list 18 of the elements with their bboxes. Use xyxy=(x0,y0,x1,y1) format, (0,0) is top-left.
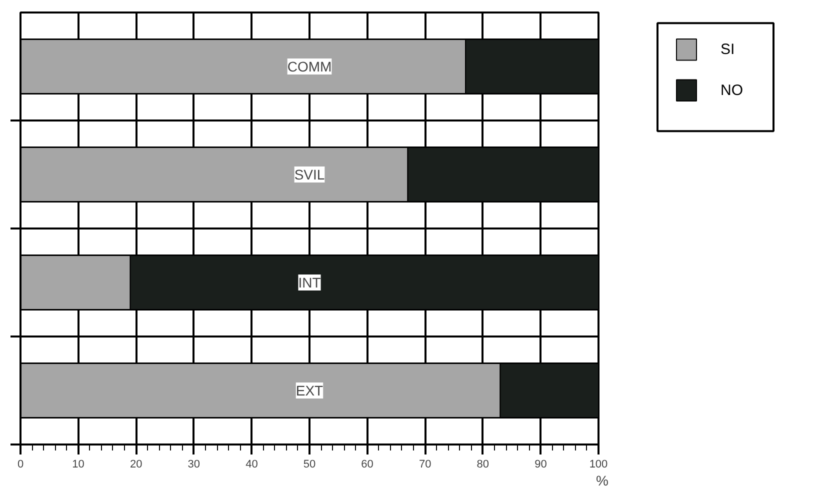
x-tick-label: 0 xyxy=(17,458,24,470)
legend-label: NO xyxy=(720,82,743,99)
x-tick-label: 30 xyxy=(188,458,200,470)
y-tick-label: EXT xyxy=(296,382,324,398)
y-tick-label: SVIL xyxy=(294,166,325,182)
x-tick-label: 50 xyxy=(303,458,316,470)
x-tick-label: 80 xyxy=(476,458,490,470)
x-tick-label: 90 xyxy=(534,458,547,470)
x-tick-label: 40 xyxy=(246,458,258,470)
x-tick-label: 20 xyxy=(130,458,142,470)
x-tick-label: 60 xyxy=(361,458,374,470)
x-tick-label: 10 xyxy=(72,458,84,470)
x-tick-label: 100 xyxy=(589,458,608,470)
y-tick-label: COMM xyxy=(287,58,332,74)
x-tick-label: 70 xyxy=(418,458,432,470)
x-axis-title: % xyxy=(596,472,609,488)
y-tick-label: INT xyxy=(298,274,322,290)
legend-label: SI xyxy=(720,41,735,58)
